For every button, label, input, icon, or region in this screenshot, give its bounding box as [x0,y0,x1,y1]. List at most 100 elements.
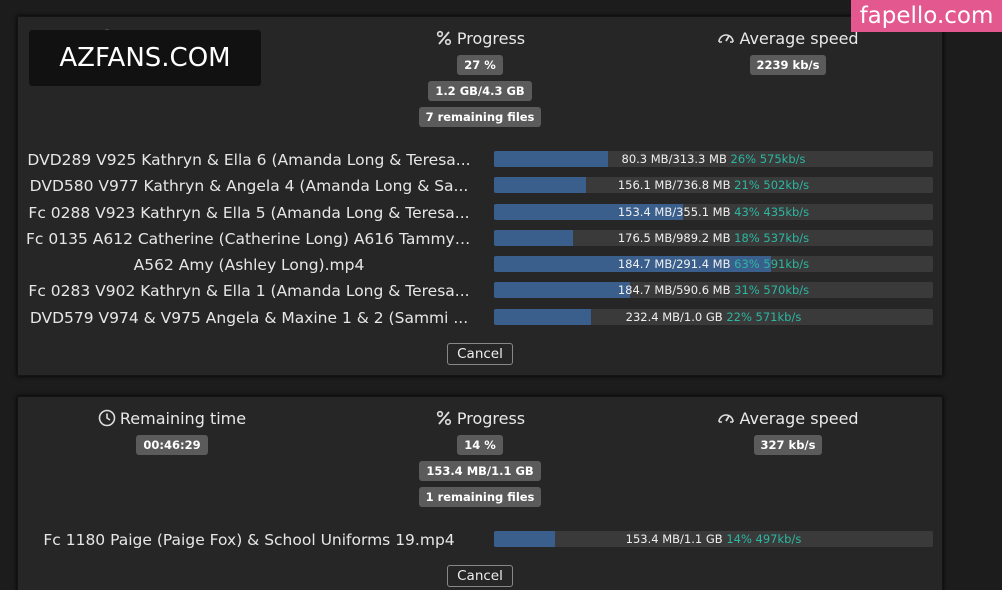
progress-fill [494,151,609,167]
file-speed: 537kb/s [763,230,810,245]
stat-label: Average speed [739,408,859,428]
file-name: Fc 0135 A612 Catherine (Catherine Long) … [26,229,472,248]
stat-column: Progress 14 % 153.4 MB/1.1 GB 1 remaining f… [326,407,634,507]
stat-column: Progress 27 % 1.2 GB/4.3 GB 7 remaining fil… [326,27,634,127]
file-name: DVD579 V974 & V975 Angela & Maxine 1 & 2… [29,308,469,327]
progress-text: 176.5 MB/989.2 MB 18% 537kb/s [494,230,933,246]
stat-icon [436,410,451,426]
file-size: 153.4 MB/355.1 MB [617,204,731,219]
file-percent: 43% [734,204,760,219]
download-panel: Remaining timeProgress27 %1.2 GB/4.3 GB7… [17,16,943,377]
file-speed: 571kb/s [755,309,802,324]
file-speed: 497kb/s [755,532,802,546]
progress-bar: 153.4 MB/355.1 MB 43% 435kb/s [494,203,933,220]
progress-fill [494,229,574,246]
file-speed: 502kb/s [763,178,810,193]
file-name: A562 Amy (Ashley Long).mp4 [133,256,365,275]
file-speed: 570kb/s [763,283,810,298]
file-size: 184.7 MB/590.6 MB [617,283,731,298]
progress-text: 232.4 MB/1.0 GB 22% 571kb/s [494,309,933,325]
file-list: DVD289 V925 Kathryn & Ella 6 (Amanda Lon… [18,147,942,331]
stat-label: Average speed [739,28,859,48]
download-panel: Remaining time 00:46:29 Progress 14 % 153.4 … [17,396,943,590]
file-name: DVD580 V977 Kathryn & Angela 4 (Amanda L… [29,177,469,196]
file-percent: 63% [734,257,760,272]
stat-icon [436,30,451,46]
progress-text: 156.1 MB/736.8 MB 21% 502kb/s [494,177,933,193]
progress-bar: 184.7 MB/291.4 MB 63% 591kb/s [494,256,933,273]
stat-title: Average speed [717,27,859,49]
file-name: Fc 0288 V923 Kathryn & Ella 5 (Amanda Lo… [28,203,470,222]
progress-text: 80.3 MB/313.3 MB 26% 575kb/s [494,151,933,167]
progress-text: 184.7 MB/291.4 MB 63% 591kb/s [494,256,933,272]
file-size: 153.4 MB/1.1 GB [625,532,723,546]
watermark: fapello.com [851,0,1002,32]
progress-text: 184.7 MB/590.6 MB 31% 570kb/s [494,282,933,298]
stat-column: Average speed 327 kb/s [634,407,942,507]
stat-badge: 153.4 MB/1.1 GB [419,461,541,481]
file-percent: 14% [726,532,752,546]
stat-badge: 327 kb/s [753,435,823,455]
file-percent: 21% [734,178,760,193]
stat-title: Progress [435,407,525,429]
progress-bar: 184.7 MB/590.6 MB 31% 570kb/s [494,282,933,299]
progress-bar: 156.1 MB/736.8 MB 21% 502kb/s [494,177,933,194]
stats-row: Remaining timeProgress27 %1.2 GB/4.3 GB7… [18,17,942,127]
progress-fill [494,282,631,299]
stat-badge: 27 % [457,55,503,75]
progress-fill [494,531,556,547]
file-speed: 591kb/s [763,257,810,272]
stats-row: Remaining time 00:46:29 Progress 14 % 153.4 … [18,397,942,507]
file-row: DVD580 V977 Kathryn & Angela 4 (Amanda L… [18,173,942,199]
progress-bar: 232.4 MB/1.0 GB 22% 571kb/s [494,308,933,325]
button-row: Cancel [18,343,942,375]
progress-bar: 176.5 MB/989.2 MB 18% 537kb/s [494,229,933,246]
progress-text: 153.4 MB/1.1 GB 14% 497kb/s [494,531,933,547]
stat-badge: 2239 kb/s [749,55,827,75]
stat-title: Progress [435,27,525,49]
file-row: DVD289 V925 Kathryn & Ella 6 (Amanda Lon… [18,147,942,173]
file-name: Fc 0283 V902 Kathryn & Ella 1 (Amanda Lo… [28,282,470,301]
file-size: 232.4 MB/1.0 GB [625,309,723,324]
progress-text: 153.4 MB/355.1 MB 43% 435kb/s [494,204,933,220]
file-percent: 31% [734,283,760,298]
progress-bar: 153.4 MB/1.1 GB 14% 497kb/s [494,531,933,547]
stat-icon [718,34,735,43]
stat-badge: 00:46:29 [136,435,208,455]
stat-column: Average speed 2239 kb/s [634,27,942,127]
file-row: Fc 0283 V902 Kathryn & Ella 1 (Amanda Lo… [18,278,942,304]
file-size: 80.3 MB/313.3 MB [621,152,727,166]
file-row: A562 Amy (Ashley Long).mp4 184.7 MB/291.4… [18,252,942,278]
stat-title: Average speed [717,407,859,429]
progress-fill [494,203,683,220]
button-row: Cancel [18,565,942,590]
cancel-button[interactable]: Cancel [447,343,513,366]
stat-badge: 14 % [457,435,503,455]
stat-label: Remaining time [119,408,247,428]
file-row: DVD579 V974 & V975 Angela & Maxine 1 & 2… [18,305,942,331]
file-list: Fc 1180 Paige (Paige Fox) & School Unifo… [18,527,942,553]
stat-icon [718,414,735,423]
file-row: Fc 0135 A612 Catherine (Catherine Long) … [18,226,942,252]
file-size: 176.5 MB/989.2 MB [617,230,731,245]
stat-badge: 7 remaining files [418,107,542,127]
file-percent: 26% [730,152,757,166]
progress-bar: 80.3 MB/313.3 MB 26% 575kb/s [494,151,933,167]
file-speed: 435kb/s [763,204,810,219]
file-percent: 18% [734,230,760,245]
file-name: DVD289 V925 Kathryn & Ella 6 (Amanda Lon… [27,151,471,169]
file-row: Fc 1180 Paige (Paige Fox) & School Unifo… [18,527,942,553]
stat-badge: 1.2 GB/4.3 GB [428,81,532,101]
progress-fill [494,308,591,325]
file-size: 156.1 MB/736.8 MB [617,178,731,193]
stat-label: Progress [456,408,526,428]
cancel-button[interactable]: Cancel [447,565,513,588]
file-speed: 575kb/s [759,152,806,166]
file-name: Fc 1180 Paige (Paige Fox) & School Unifo… [43,531,455,549]
file-row: Fc 0288 V923 Kathryn & Ella 5 (Amanda Lo… [18,200,942,226]
stat-column: Remaining time 00:46:29 [18,407,326,507]
file-size: 184.7 MB/291.4 MB [617,257,731,272]
watermark: AZFANS.COM [29,30,261,86]
stat-label: Progress [456,28,526,48]
